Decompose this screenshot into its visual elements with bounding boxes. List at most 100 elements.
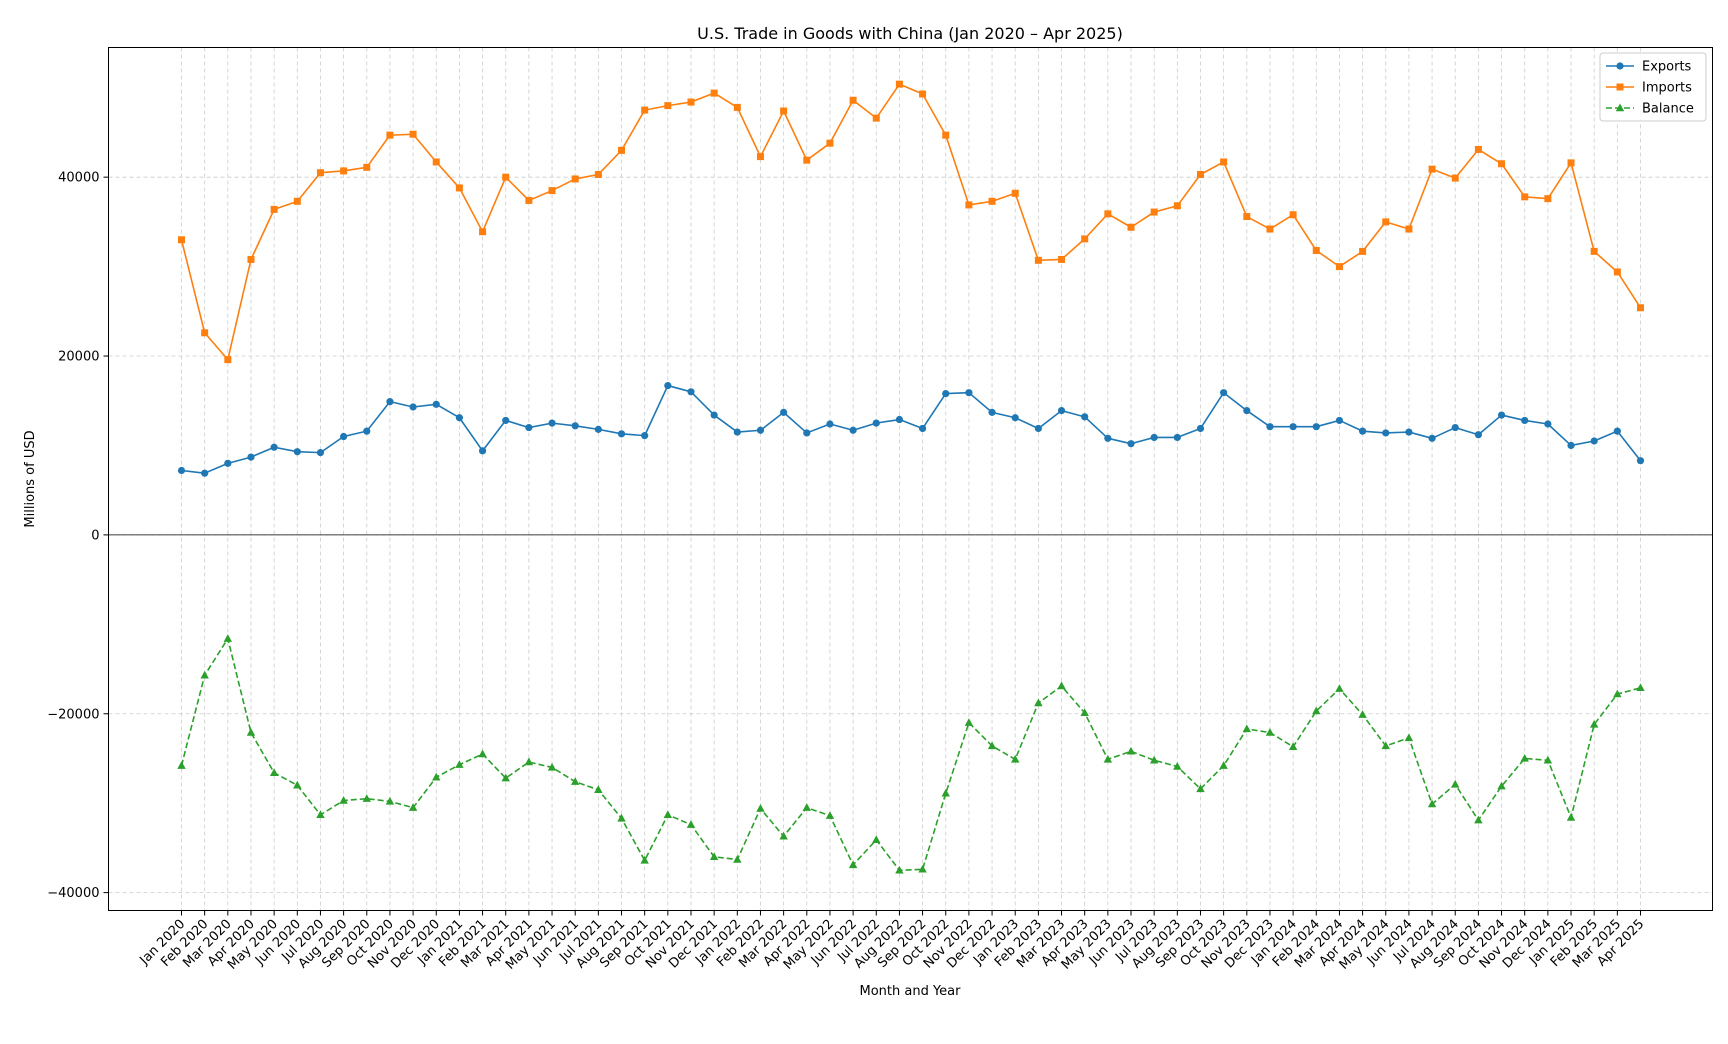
series-layer	[177, 80, 1645, 874]
data-point	[1150, 208, 1158, 216]
data-point	[594, 425, 602, 433]
data-point	[848, 860, 858, 869]
data-point	[1126, 746, 1136, 755]
data-point	[478, 749, 487, 758]
data-point	[363, 163, 371, 171]
data-point	[432, 772, 441, 781]
data-point	[223, 634, 233, 642]
data-point	[1359, 247, 1367, 255]
data-point	[663, 810, 673, 819]
data-point	[1242, 724, 1252, 733]
data-point	[1381, 741, 1390, 750]
data-point	[502, 173, 510, 181]
data-point	[524, 757, 534, 766]
data-point	[942, 131, 950, 139]
data-point	[1566, 812, 1576, 821]
data-point	[802, 803, 811, 811]
data-point	[849, 96, 857, 104]
data-point	[1266, 423, 1274, 431]
data-point	[733, 428, 741, 436]
data-point	[385, 796, 395, 805]
data-point	[1637, 304, 1644, 312]
data-point	[1616, 62, 1624, 70]
data-point	[918, 864, 927, 873]
data-point	[617, 813, 626, 822]
data-point	[270, 205, 278, 213]
data-point	[1382, 218, 1390, 226]
data-point	[1058, 255, 1066, 263]
data-point	[1127, 440, 1135, 448]
data-point	[270, 443, 278, 451]
series-line-exports	[181, 384, 1642, 474]
data-point	[1615, 103, 1625, 112]
data-point	[269, 768, 279, 776]
data-point	[1405, 428, 1413, 436]
data-point	[1312, 706, 1321, 715]
data-point	[1220, 389, 1228, 397]
series-balance	[177, 634, 1645, 874]
data-point	[1289, 423, 1297, 431]
data-point	[826, 139, 834, 147]
data-point	[363, 427, 371, 435]
data-point	[733, 855, 742, 863]
data-point	[201, 469, 209, 477]
data-point	[201, 329, 209, 337]
data-point	[1428, 165, 1436, 173]
data-point	[1358, 710, 1367, 718]
data-point	[1011, 754, 1020, 763]
data-point	[1497, 781, 1506, 790]
data-point	[1057, 681, 1066, 690]
data-point	[1265, 728, 1275, 736]
data-point	[1335, 416, 1344, 425]
data-point	[1590, 247, 1598, 255]
legend-box	[1599, 52, 1707, 122]
data-point	[570, 777, 580, 785]
y-axis-ticks: −40000 −20000 0 20000 40000	[47, 171, 109, 901]
data-point	[386, 131, 394, 139]
data-point	[479, 228, 487, 236]
y-tick-label: 0	[91, 528, 99, 543]
data-point	[1288, 742, 1298, 751]
data-point	[408, 803, 418, 811]
data-point	[178, 236, 185, 244]
y-tick-label: −40000	[47, 886, 99, 901]
data-point	[826, 420, 834, 428]
data-point	[1289, 211, 1297, 219]
data-point	[895, 415, 904, 424]
data-point	[1312, 423, 1320, 431]
data-point	[246, 728, 256, 736]
data-point	[247, 255, 255, 263]
data-point	[1034, 698, 1043, 707]
data-point	[1358, 427, 1367, 435]
y-axis-label: Millions of USD	[23, 430, 38, 527]
series-imports	[178, 80, 1644, 364]
data-point	[617, 430, 626, 438]
chart-title: U.S. Trade in Goods with China (Jan 2020…	[697, 24, 1123, 43]
data-point	[1382, 429, 1390, 437]
data-point	[1150, 433, 1158, 442]
data-point	[1335, 684, 1344, 692]
data-point	[1196, 170, 1204, 178]
data-point	[1149, 755, 1159, 764]
data-point	[988, 197, 996, 205]
data-point	[1103, 754, 1113, 763]
data-point	[756, 804, 765, 812]
data-point	[1474, 431, 1482, 439]
data-point	[1081, 235, 1089, 243]
data-point	[964, 718, 974, 726]
data-point	[224, 356, 232, 364]
y-tick-label: 40000	[58, 171, 99, 186]
data-point	[1173, 762, 1182, 770]
data-point	[918, 424, 927, 433]
data-point	[1266, 225, 1274, 233]
data-point	[455, 184, 463, 192]
data-point	[618, 146, 626, 154]
data-point	[1567, 441, 1575, 450]
data-point	[895, 865, 904, 874]
data-point	[1636, 457, 1645, 465]
data-point	[340, 167, 348, 175]
data-point	[1220, 158, 1228, 166]
data-point	[756, 426, 765, 434]
data-point	[849, 426, 857, 434]
